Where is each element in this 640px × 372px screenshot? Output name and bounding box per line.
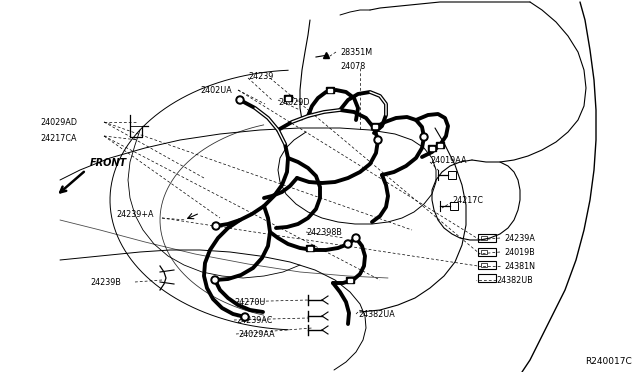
- Bar: [438, 144, 442, 147]
- Bar: [430, 147, 434, 150]
- Circle shape: [238, 98, 242, 102]
- Text: 24239+A: 24239+A: [116, 210, 154, 219]
- Circle shape: [422, 135, 426, 139]
- Bar: [346, 277, 354, 283]
- Text: 24382UA: 24382UA: [358, 310, 395, 319]
- Circle shape: [376, 138, 380, 142]
- Circle shape: [243, 315, 247, 319]
- Bar: [481, 236, 487, 240]
- Bar: [284, 95, 292, 101]
- Circle shape: [214, 224, 218, 228]
- Circle shape: [346, 242, 350, 246]
- Bar: [478, 234, 496, 242]
- Text: 24381N: 24381N: [504, 262, 535, 271]
- Bar: [373, 125, 377, 128]
- Bar: [450, 202, 458, 210]
- Text: 24029AD: 24029AD: [40, 118, 77, 127]
- Circle shape: [211, 276, 219, 284]
- Bar: [478, 261, 496, 269]
- Text: 2402UA: 2402UA: [200, 86, 232, 95]
- Bar: [308, 247, 312, 250]
- Text: 24239A: 24239A: [504, 234, 535, 243]
- Circle shape: [236, 96, 244, 104]
- Text: 24019B: 24019B: [504, 248, 535, 257]
- Circle shape: [420, 133, 428, 141]
- Text: 24270U: 24270U: [234, 298, 266, 307]
- Bar: [286, 96, 290, 99]
- Circle shape: [241, 313, 249, 321]
- Text: 28351M: 28351M: [340, 48, 372, 57]
- Circle shape: [352, 234, 360, 242]
- Bar: [448, 171, 456, 179]
- Text: 24029AA: 24029AA: [238, 330, 275, 339]
- Text: 24382UB: 24382UB: [496, 276, 532, 285]
- Circle shape: [354, 236, 358, 240]
- Bar: [328, 89, 332, 92]
- Text: 24078: 24078: [340, 62, 365, 71]
- Text: 24029D: 24029D: [278, 98, 310, 107]
- Text: 242398B: 242398B: [306, 228, 342, 237]
- Bar: [478, 248, 496, 256]
- Text: R240017C: R240017C: [585, 357, 632, 366]
- Text: 24239: 24239: [248, 72, 273, 81]
- Bar: [481, 263, 487, 267]
- Bar: [306, 245, 314, 251]
- Bar: [478, 274, 496, 282]
- Text: 24217C: 24217C: [452, 196, 483, 205]
- Bar: [371, 123, 379, 129]
- Bar: [428, 145, 436, 151]
- Circle shape: [212, 222, 220, 230]
- Text: 24019AA: 24019AA: [430, 156, 467, 165]
- Text: 24239AC: 24239AC: [236, 316, 273, 325]
- Bar: [481, 250, 487, 254]
- Text: 24217CA: 24217CA: [40, 134, 77, 143]
- Text: FRONT: FRONT: [90, 158, 127, 168]
- Bar: [326, 87, 334, 93]
- Circle shape: [213, 278, 217, 282]
- Text: 24239B: 24239B: [90, 278, 121, 287]
- Bar: [436, 142, 444, 148]
- Circle shape: [374, 136, 382, 144]
- Circle shape: [344, 240, 352, 248]
- Bar: [348, 279, 352, 282]
